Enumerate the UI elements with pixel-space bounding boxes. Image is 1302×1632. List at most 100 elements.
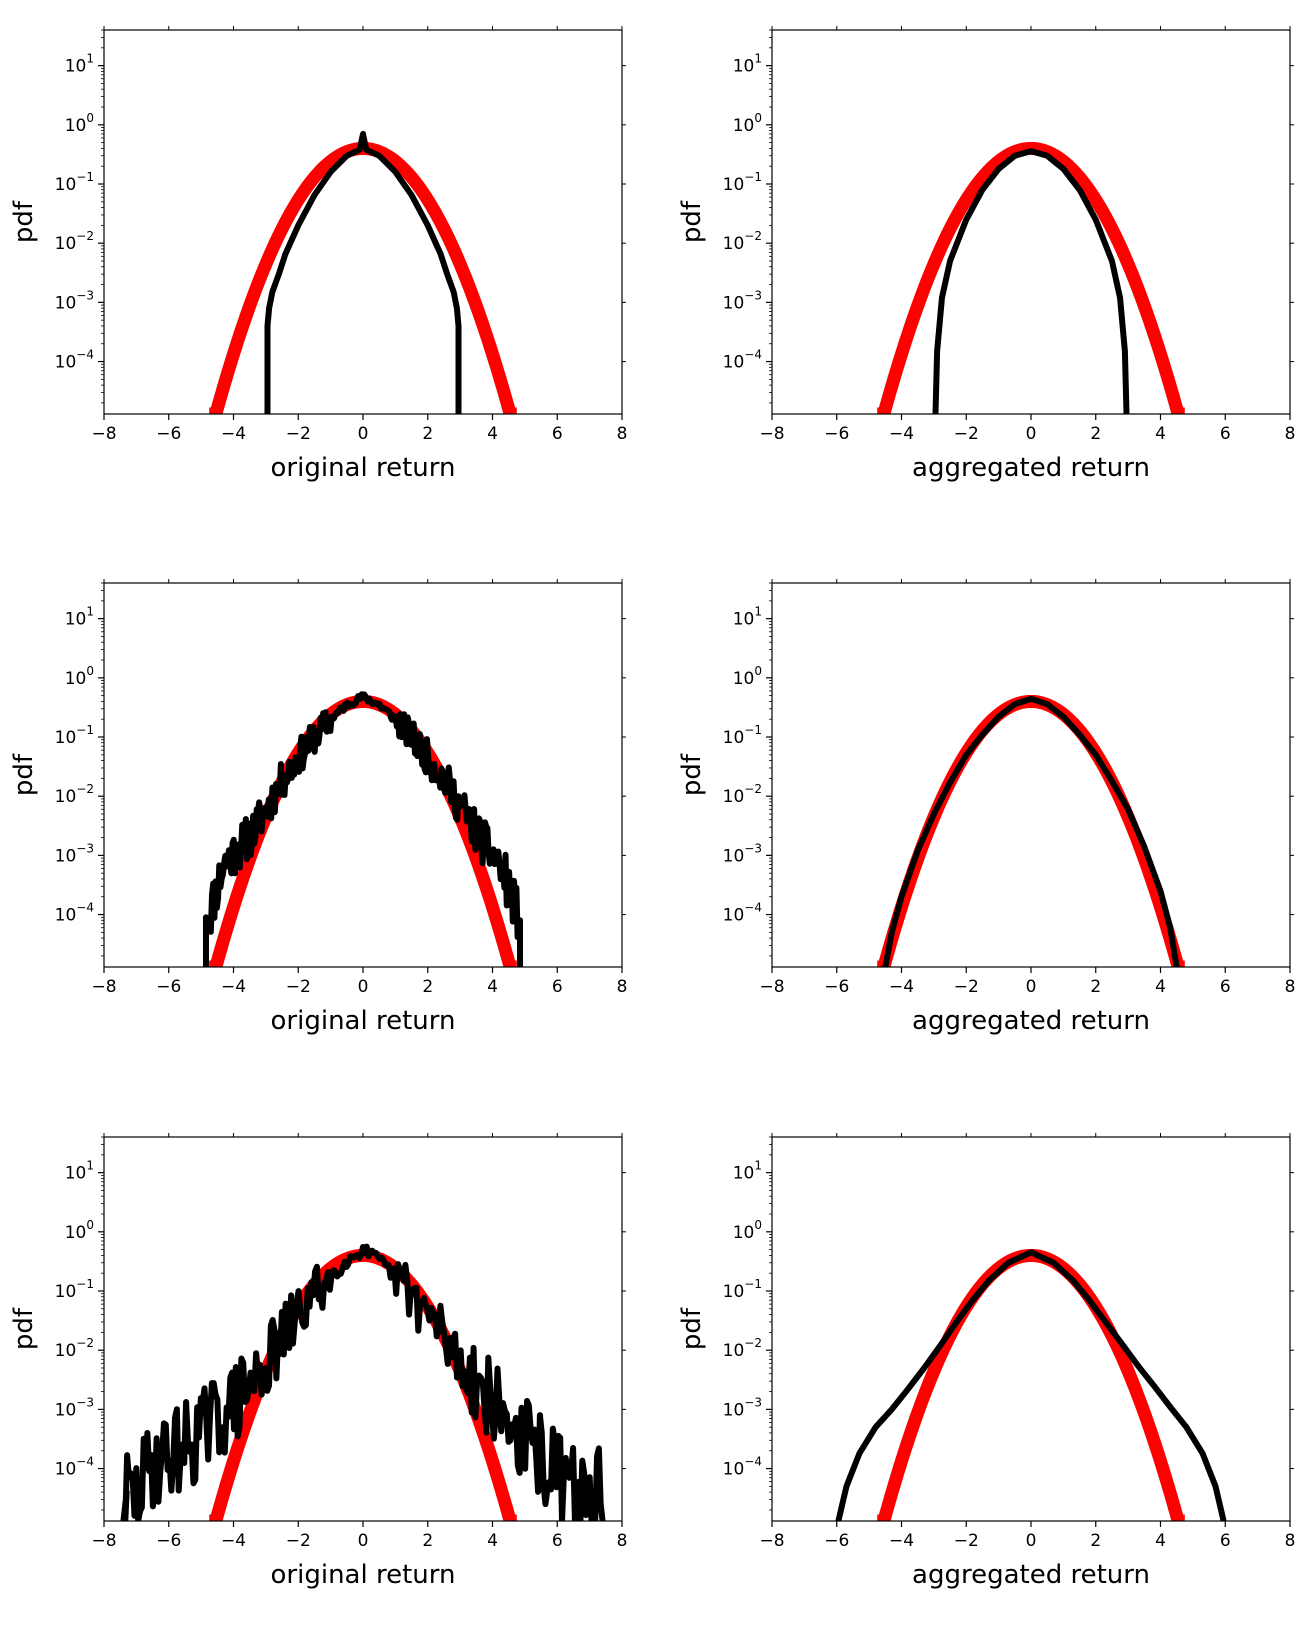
x-tick-label: −4 xyxy=(221,1531,246,1551)
y-tick-label: 101 xyxy=(65,52,94,77)
y-tick-label: 10−3 xyxy=(723,1395,762,1420)
y-tick-label: 10−3 xyxy=(55,288,94,313)
x-tick-label: −2 xyxy=(286,977,311,997)
y-tick-label: 10−4 xyxy=(55,901,94,926)
x-tick-label: 2 xyxy=(422,977,433,997)
x-tick-label: 4 xyxy=(487,977,498,997)
x-tick-label: −6 xyxy=(824,424,849,444)
x-tick-label: 2 xyxy=(422,1531,433,1551)
x-tick-label: 0 xyxy=(358,424,369,444)
y-tick-label: 10−4 xyxy=(55,1455,94,1480)
x-axis-label: original return xyxy=(271,1560,456,1590)
plot-area xyxy=(120,1243,606,1521)
y-tick-label: 10−1 xyxy=(55,1277,94,1302)
x-tick-label: 6 xyxy=(552,977,563,997)
y-tick-label: 101 xyxy=(733,605,762,630)
x-tick-label: 6 xyxy=(552,424,563,444)
x-tick-label: 4 xyxy=(487,1531,498,1551)
y-tick-label: 10−3 xyxy=(723,288,762,313)
y-tick-label: 100 xyxy=(65,1218,94,1243)
gaussian-curve xyxy=(871,1248,1191,1521)
x-tick-label: 8 xyxy=(1285,1531,1296,1551)
x-tick-label: −4 xyxy=(221,977,246,997)
y-tick-label: 10−2 xyxy=(723,229,762,254)
y-axis-label: pdf xyxy=(9,753,39,796)
x-tick-label: 0 xyxy=(1026,977,1037,997)
y-axis-label: pdf xyxy=(9,1307,39,1350)
x-tick-label: −4 xyxy=(889,424,914,444)
y-tick-label: 10−4 xyxy=(723,348,762,373)
empirical-curve xyxy=(120,1243,606,1521)
y-tick-label: 10−2 xyxy=(55,229,94,254)
x-tick-label: −6 xyxy=(156,977,181,997)
empirical-curve xyxy=(202,691,524,967)
y-tick-label: 10−1 xyxy=(723,170,762,195)
x-tick-label: 2 xyxy=(422,424,433,444)
x-tick-label: −4 xyxy=(889,1531,914,1551)
x-tick-label: 6 xyxy=(1220,424,1231,444)
y-tick-label: 101 xyxy=(65,605,94,630)
y-tick-label: 100 xyxy=(733,664,762,689)
axes-frame xyxy=(771,29,1291,415)
plot-area xyxy=(203,130,523,414)
axes-frame xyxy=(103,582,623,968)
x-tick-label: −4 xyxy=(889,977,914,997)
chart-panel-4: −8 −6 −4 −2 0 2 4 6 8 10−4 10−3 10−2 10−1 100 101 aggre… xyxy=(677,579,1295,1036)
y-axis-label: pdf xyxy=(677,753,707,796)
gaussian-curve xyxy=(871,141,1191,414)
x-tick-label: 4 xyxy=(1155,977,1166,997)
y-tick-label: 10−1 xyxy=(723,723,762,748)
y-tick-label: 10−3 xyxy=(723,841,762,866)
x-tick-label: −8 xyxy=(759,424,784,444)
y-tick-label: 101 xyxy=(65,1159,94,1184)
y-tick-label: 100 xyxy=(733,111,762,136)
chart-panel-6: −8 −6 −4 −2 0 2 4 6 8 10−4 10−3 10−2 10−1 100 101 aggre… xyxy=(677,1133,1295,1590)
x-tick-label: −8 xyxy=(91,424,116,444)
x-tick-label: 0 xyxy=(1026,424,1037,444)
empirical-curve xyxy=(932,148,1130,414)
x-tick-label: −8 xyxy=(759,977,784,997)
x-tick-label: 6 xyxy=(1220,977,1231,997)
y-tick-label: 10−1 xyxy=(55,723,94,748)
x-tick-label: −2 xyxy=(286,1531,311,1551)
y-tick-label: 10−1 xyxy=(723,1277,762,1302)
x-tick-label: −2 xyxy=(954,424,979,444)
x-tick-label: −2 xyxy=(954,977,979,997)
y-tick-label: 10−4 xyxy=(55,348,94,373)
x-axis-label: aggregated return xyxy=(912,1560,1150,1590)
x-tick-label: 8 xyxy=(1285,424,1296,444)
axes-frame xyxy=(103,29,623,415)
y-tick-label: 100 xyxy=(733,1218,762,1243)
chart-panel-1: −8 −6 −4 −2 0 2 4 6 8 10−4 10−3 10−2 10−1 100 101 origi… xyxy=(9,26,627,483)
x-tick-label: −2 xyxy=(954,1531,979,1551)
chart-panel-5: −8 −6 −4 −2 0 2 4 6 8 10−4 10−3 10−2 10−1 100 101 origi… xyxy=(9,1133,627,1590)
x-tick-label: 4 xyxy=(487,424,498,444)
x-axis-label: aggregated return xyxy=(912,1006,1150,1036)
x-tick-label: 2 xyxy=(1090,977,1101,997)
x-tick-label: −6 xyxy=(156,424,181,444)
y-tick-label: 10−2 xyxy=(55,782,94,807)
x-tick-label: 8 xyxy=(617,977,628,997)
y-axis-label: pdf xyxy=(677,200,707,243)
axes-frame xyxy=(771,582,1291,968)
x-tick-label: 4 xyxy=(1155,424,1166,444)
x-tick-label: 0 xyxy=(358,977,369,997)
x-tick-label: 4 xyxy=(1155,1531,1166,1551)
x-tick-label: −8 xyxy=(91,1531,116,1551)
gaussian-curve xyxy=(203,141,523,414)
x-tick-label: 8 xyxy=(617,1531,628,1551)
y-tick-label: 10−3 xyxy=(55,841,94,866)
x-tick-label: 6 xyxy=(552,1531,563,1551)
y-tick-label: 10−1 xyxy=(55,170,94,195)
axes-frame xyxy=(771,1136,1291,1522)
x-tick-label: 6 xyxy=(1220,1531,1231,1551)
y-tick-label: 10−4 xyxy=(723,1455,762,1480)
x-tick-label: 0 xyxy=(358,1531,369,1551)
x-tick-label: 8 xyxy=(617,424,628,444)
y-tick-label: 10−2 xyxy=(723,782,762,807)
plot-area xyxy=(871,694,1191,967)
plot-area xyxy=(871,141,1191,414)
empirical-curve xyxy=(882,695,1180,967)
x-tick-label: −4 xyxy=(221,424,246,444)
